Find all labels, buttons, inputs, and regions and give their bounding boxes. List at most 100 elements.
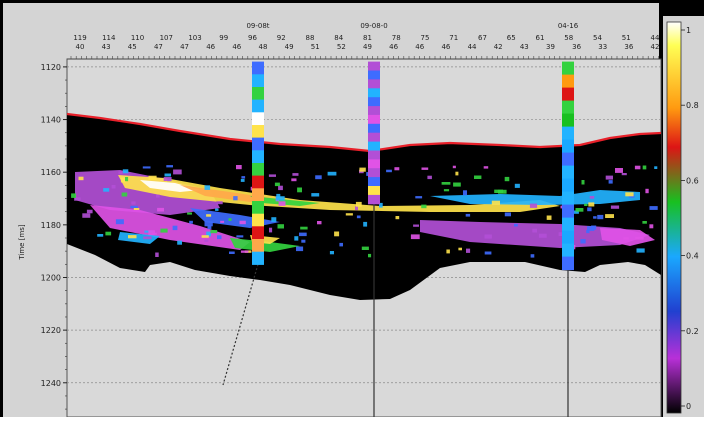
amplitude-pixel — [268, 174, 276, 177]
x-top-label: 110 — [131, 34, 144, 42]
x-top-label: 51 — [622, 34, 631, 42]
amplitude-pixel — [580, 239, 586, 244]
amplitude-pixel — [588, 202, 595, 207]
amplitude-pixel — [82, 213, 91, 218]
x-top-label: 99 — [219, 34, 228, 42]
amplitude-pixel — [446, 249, 450, 254]
amplitude-pixel — [239, 220, 246, 225]
colorbar — [666, 21, 682, 414]
amplitude-pixel — [334, 231, 340, 237]
x-top-label: 49 — [285, 43, 294, 51]
amplitude-pixel — [122, 169, 129, 174]
amplitude-pixel — [463, 190, 467, 196]
x-top-label: 81 — [363, 34, 372, 42]
amplitude-pixel — [277, 224, 284, 229]
amplitude-pixel — [86, 209, 93, 214]
amplitude-pixel — [355, 206, 358, 211]
well-log-segment — [252, 201, 264, 215]
y-tick-label: 1140 — [41, 116, 61, 125]
colorbar-tick-label: 0 — [686, 402, 691, 411]
y-tick-label: 1120 — [41, 63, 61, 72]
amplitude-pixel — [427, 175, 432, 180]
x-top-label: 88 — [306, 34, 315, 42]
well-log-column — [368, 61, 380, 205]
amplitude-pixel — [274, 182, 280, 187]
x-top-label: 96 — [248, 34, 257, 42]
well-log-segment — [252, 61, 264, 75]
amplitude-pixel — [597, 214, 604, 220]
amplitude-pixel — [649, 206, 658, 210]
amplitude-pixel — [163, 177, 172, 181]
amplitude-region — [250, 196, 320, 206]
well-log-segment — [368, 177, 380, 187]
amplitude-pixel — [148, 230, 155, 236]
amplitude-region — [600, 228, 655, 246]
x-top-label: 44 — [651, 34, 660, 42]
x-top-label: 75 — [421, 34, 430, 42]
amplitude-pixel — [164, 173, 171, 177]
x-top-label: 54 — [593, 34, 602, 42]
amplitude-pixel — [172, 225, 178, 231]
amplitude-pixel — [621, 173, 627, 176]
amplitude-pixel — [413, 224, 419, 227]
amplitude-pixel — [368, 253, 372, 258]
amplitude-pixel — [361, 246, 369, 250]
amplitude-pixel — [546, 215, 552, 220]
well-log-segment — [252, 239, 264, 253]
amplitude-pixel — [278, 185, 283, 191]
amplitude-region — [230, 238, 300, 252]
amplitude-pixel — [645, 188, 649, 194]
amplitude-pixel — [177, 240, 182, 245]
amplitude-pixel — [133, 208, 140, 210]
amplitude-region — [140, 180, 200, 192]
x-top-label: 46 — [441, 43, 450, 51]
amplitude-pixel — [379, 202, 383, 208]
well-log-segment — [252, 137, 264, 151]
well-log-segment — [368, 168, 380, 178]
amplitude-pixel — [339, 242, 343, 247]
amplitude-pixel — [415, 196, 423, 199]
amplitude-pixel — [142, 166, 151, 169]
x-top-label: 44 — [468, 43, 477, 51]
well-log-segment — [252, 150, 264, 164]
x-top-label: 36 — [572, 43, 581, 51]
amplitude-pixel — [483, 166, 489, 169]
x-top-label: 43 — [102, 43, 111, 51]
amplitude-pixel — [120, 177, 127, 183]
x-top-label: 92 — [277, 34, 286, 42]
amplitude-pixel — [201, 235, 209, 238]
amplitude-pixel — [125, 177, 129, 182]
amplitude-pixel — [465, 213, 471, 217]
amplitude-pixel — [327, 171, 337, 176]
x-top-label: 114 — [102, 34, 116, 42]
amplitude-pixel — [296, 246, 304, 252]
amplitude-pixel — [453, 182, 461, 187]
well-log-segment — [252, 251, 264, 265]
amplitude-pixel — [155, 252, 159, 257]
amplitude-pixel — [394, 167, 400, 171]
amplitude-pixel — [625, 192, 634, 197]
amplitude-pixel — [189, 220, 193, 224]
amplitude-pixel — [121, 192, 128, 197]
amplitude-region — [118, 175, 560, 212]
well-log-segment — [368, 106, 380, 116]
amplitude-pixel — [634, 165, 641, 170]
amplitude-pixel — [240, 179, 245, 182]
amplitude-pixel — [204, 221, 213, 227]
x-top-label: 47 — [154, 43, 163, 51]
amplitude-pixel — [608, 180, 613, 184]
well-log-segment — [252, 112, 264, 126]
colorbar-tick-label: 1 — [686, 26, 691, 35]
amplitude-pixel — [166, 165, 173, 168]
amplitude-pixel — [236, 235, 244, 238]
amplitude-pixel — [466, 248, 471, 253]
amplitude-pixel — [359, 167, 366, 172]
x-top-label: 43 — [520, 43, 529, 51]
x-top-label: 52 — [337, 43, 346, 51]
amplitude-pixel — [278, 201, 286, 206]
x-top-label: 51 — [311, 43, 320, 51]
well-log-segment — [562, 74, 574, 89]
amplitude-pixel — [216, 201, 223, 205]
amplitude-pixel — [529, 203, 538, 208]
amplitude-pixel — [452, 165, 456, 169]
